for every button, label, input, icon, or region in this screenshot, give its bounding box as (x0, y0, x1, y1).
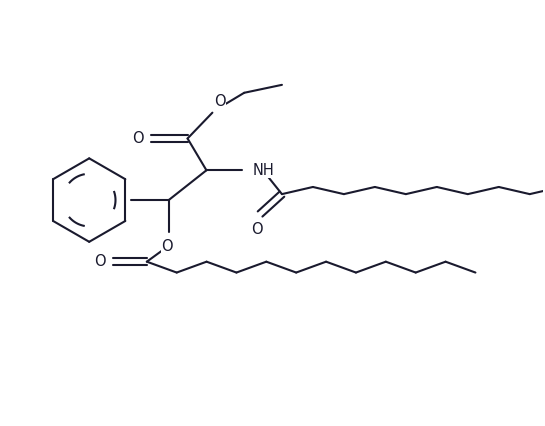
Text: O: O (132, 131, 144, 146)
Text: O: O (161, 239, 173, 254)
Text: O: O (214, 94, 226, 109)
Text: NH: NH (252, 163, 274, 178)
Text: O: O (94, 254, 106, 269)
Text: O: O (251, 222, 263, 237)
